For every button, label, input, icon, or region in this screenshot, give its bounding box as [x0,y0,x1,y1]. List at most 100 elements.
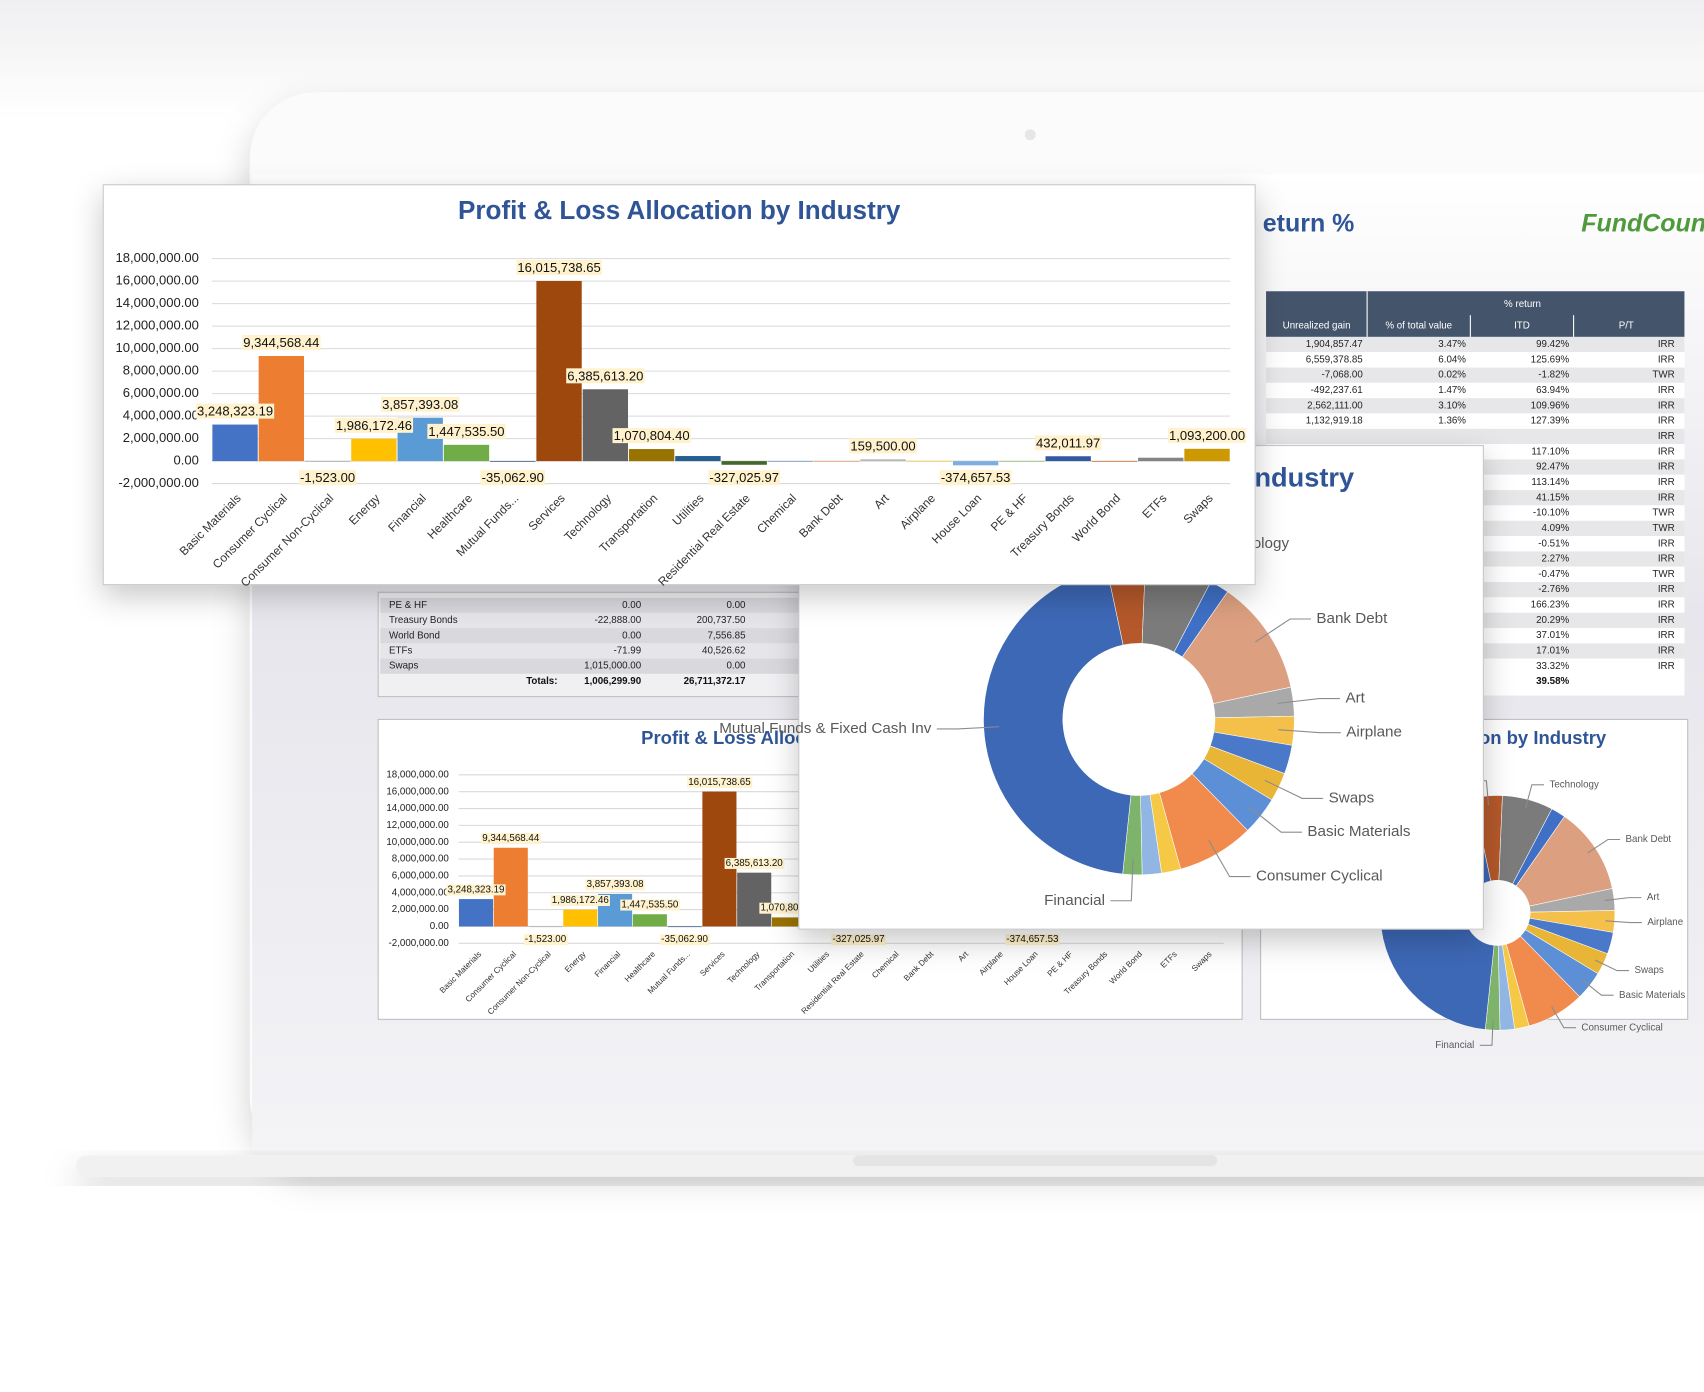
data-label: -374,657.53 [941,470,1011,485]
data-label: -1,523.00 [525,934,567,945]
data-label: 1,986,172.46 [552,895,609,906]
data-label: 6,385,613.20 [567,368,643,383]
table-cell: IRR [1658,385,1675,396]
leader-line [1479,1020,1494,1046]
data-label-bg [620,899,681,911]
data-label: -35,062.90 [661,934,708,945]
table-header [1266,291,1685,337]
table-cell: 6,559,378.85 [1306,354,1364,365]
table-cell: 3.10% [1438,400,1466,411]
slice-label: Art [1345,690,1365,707]
table-cell: 7,556.85 [707,630,746,641]
bar [351,438,397,462]
table-total: 26,711,372.17 [684,676,746,687]
bar [490,461,536,462]
data-label-bg [849,438,917,454]
bar [1091,461,1138,462]
y-tick-label: 16,000,000.00 [116,273,199,288]
leader-line [1208,840,1251,878]
column-header: Unrealized gain [1283,321,1351,332]
table-cell: 63.94% [1536,385,1569,396]
table-cell: 1,132,919.18 [1306,416,1363,427]
bar [675,456,721,462]
leader-line [1248,805,1302,833]
y-tick-label: 10,000,000.00 [386,837,449,848]
y-tick-label: 18,000,000.00 [116,250,199,265]
table-cell: IRR [1658,354,1675,365]
data-label: 1,447,535.50 [428,424,504,439]
data-label: 3,248,323.19 [447,884,504,895]
y-tick-label: 0.00 [173,453,198,468]
table-cell: World Bond [389,630,440,641]
y-tick-label: 0.00 [430,921,450,932]
table-cell: 40,526.62 [702,646,745,657]
y-tick-label: 12,000,000.00 [116,318,199,333]
row-bg [1266,382,1685,399]
row-bg [380,628,811,644]
data-label: 1,447,535.50 [621,900,679,911]
row-bg [1266,352,1685,368]
camera [1024,129,1036,141]
table-cell: ETFs [389,646,412,657]
bar [443,444,490,462]
data-label-bg [242,335,321,351]
leader-line [936,726,1000,730]
data-label-bg [446,884,506,896]
bar [212,424,258,462]
table-cell: 99.42% [1536,339,1569,350]
table-cell: 17.01% [1536,646,1569,657]
table-cell: -22,888.00 [594,615,641,626]
y-tick-label: 4,000,000.00 [392,887,450,898]
table-cell: 1.36% [1438,416,1466,427]
leader-line [1278,729,1341,734]
table-total: 1,006,299.90 [584,676,642,687]
bar [582,389,629,462]
totals-label: Totals: [526,676,557,687]
y-tick-label: 8,000,000.00 [392,854,450,865]
y-tick-label: 6,000,000.00 [392,870,450,881]
data-label: -327,025.97 [709,470,779,485]
table-cell: IRR [1658,630,1675,641]
table-cell: Swaps [389,661,418,672]
table-cell: 0.00 [726,661,746,672]
data-label: 159,500.00 [850,438,915,453]
table-cell: 20.29% [1536,615,1569,626]
table-cell: 200,737.50 [697,615,746,626]
row-bg [1266,398,1685,414]
report-title: eturn % [1263,210,1355,238]
data-label-bg [480,470,546,486]
data-label-bg [550,894,610,906]
group-header: % return [1504,299,1541,310]
leader-line [1605,920,1642,924]
bar-chart: Profit & Loss Allocation by Industry -2,0… [102,184,1256,590]
table-cell: 37.01% [1536,630,1569,641]
bar [814,461,860,462]
data-label: -1,523.00 [300,470,355,485]
bar [906,461,953,462]
table-cell: 166.23% [1531,600,1570,611]
data-label: 3,857,393.08 [382,397,458,412]
table-cell: IRR [1658,492,1675,503]
table-cell: -10.10% [1533,508,1570,519]
leader-line [1255,618,1311,643]
slice-label: Art [1647,892,1660,903]
table-cell: IRR [1658,584,1675,595]
row-bg [1266,336,1685,353]
data-label: 16,015,738.65 [688,777,751,788]
slice-label: Financial [1044,892,1105,909]
data-label-bg [660,934,710,946]
data-label: 16,015,738.65 [517,260,600,275]
data-label-bg [195,403,275,419]
table-cell: IRR [1658,431,1675,442]
row-bg [380,612,811,629]
table-cell: -2.76% [1538,584,1569,595]
table-cell: IRR [1658,416,1675,427]
table-cell: TWR [1652,569,1674,580]
y-tick-label: 6,000,000.00 [123,385,199,400]
row-bg [1266,428,1685,445]
data-label-bg [1034,435,1102,451]
data-label-bg [481,833,541,845]
slice-label: Airplane [1346,724,1402,741]
data-label: 3,248,323.19 [197,404,273,419]
